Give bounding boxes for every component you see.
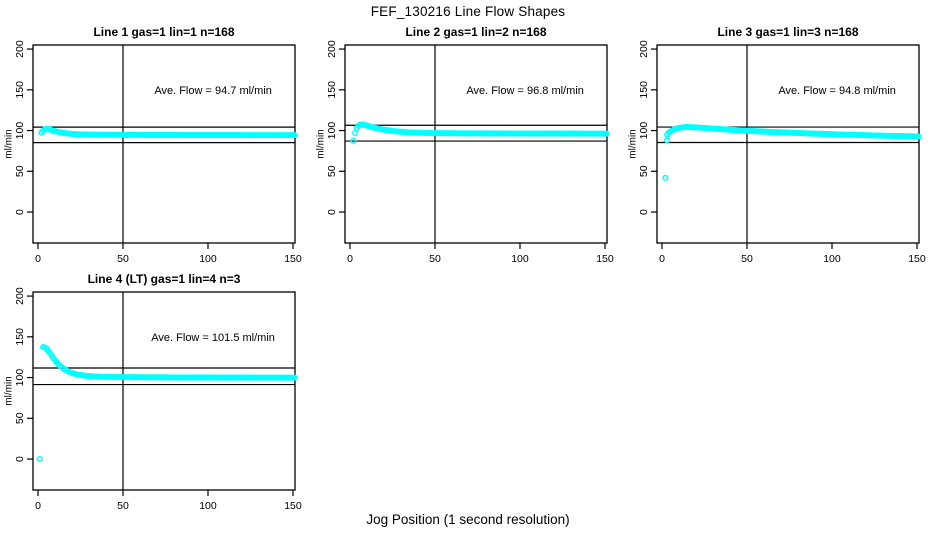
plot-box	[344, 44, 608, 244]
y-axis-title: ml/min	[4, 129, 15, 158]
x-tick-label: 100	[199, 253, 217, 265]
x-tick-label: 50	[117, 253, 129, 265]
flow-outlier-point	[350, 137, 357, 144]
x-tick-label: 50	[741, 253, 753, 265]
avg-flow-annotation: Ave. Flow = 96.8 ml/min	[466, 85, 583, 97]
figure-title: FEF_130216 Line Flow Shapes	[370, 4, 566, 19]
subplot-line-2: Line 2 gas=1 lin=2 n=168 0 50 100 150 0 50 100 1…	[312, 20, 624, 270]
subplot-canvas: Line 3 gas=1 lin=3 n=168 0 50 100 150 0 50 100 1…	[628, 25, 926, 265]
flow-outlier-point	[664, 137, 671, 144]
data-points	[36, 343, 298, 463]
subplot-line-4: Line 4 (LT) gas=1 lin=4 n=3 0 50 100 150 0 50 1…	[0, 267, 312, 517]
x-tick-label: 100	[823, 253, 841, 265]
y-tick-label: 50	[14, 412, 26, 424]
flow-point	[352, 129, 359, 137]
x-axis: 0 50 100 150	[35, 490, 302, 512]
y-tick-label: 100	[326, 122, 338, 140]
y-tick-label: 50	[326, 165, 338, 177]
x-tick-label: 0	[35, 500, 41, 512]
subplot-line-3: Line 3 gas=1 lin=3 n=168 0 50 100 150 0 50 100 1…	[624, 20, 936, 270]
y-tick-label: 0	[326, 209, 338, 215]
y-axis-title: ml/min	[316, 129, 327, 158]
x-tick-label: 150	[284, 500, 302, 512]
y-tick-label: 100	[638, 122, 650, 140]
y-tick-label: 200	[326, 40, 338, 58]
x-axis: 0 50 100 150	[35, 243, 302, 265]
y-axis-title: ml/min	[4, 376, 15, 405]
y-tick-label: 200	[14, 40, 26, 58]
y-tick-label: 150	[14, 328, 26, 346]
y-tick-label: 100	[14, 369, 26, 387]
x-tick-label: 150	[596, 253, 614, 265]
x-axis: 0 50 100 150	[347, 243, 614, 265]
avg-flow-annotation: Ave. Flow = 94.7 ml/min	[154, 85, 271, 97]
x-tick-label: 50	[429, 253, 441, 265]
x-tick-label: 0	[659, 253, 665, 265]
data-points	[662, 124, 922, 181]
subplot-canvas: Line 4 (LT) gas=1 lin=4 n=3 0 50 100 150 0 50 1…	[4, 272, 302, 512]
y-tick-label: 150	[638, 81, 650, 99]
x-tick-label: 50	[117, 500, 129, 512]
y-axis: 0 50 100 150 200	[326, 40, 345, 215]
avg-flow-annotation: Ave. Flow = 94.8 ml/min	[778, 85, 895, 97]
y-tick-label: 50	[14, 165, 26, 177]
subplot-title: Line 2 gas=1 lin=2 n=168	[405, 25, 546, 39]
y-tick-label: 150	[14, 81, 26, 99]
subplot-line-1: Line 1 gas=1 lin=1 n=168 0 50 100 150 0 50 100 1…	[0, 20, 312, 270]
flow-point	[603, 130, 610, 137]
x-tick-label: 0	[35, 253, 41, 265]
avg-flow-annotation: Ave. Flow = 101.5 ml/min	[151, 332, 275, 344]
subplot-title: Line 3 gas=1 lin=3 n=168	[717, 25, 858, 39]
subplot-canvas: Line 2 gas=1 lin=2 n=168 0 50 100 150 0 50 100 1…	[316, 25, 614, 265]
plot-box	[32, 44, 296, 244]
x-axis-label: Jog Position (1 second resolution)	[366, 512, 570, 527]
x-axis: 0 50 100 150	[659, 243, 926, 265]
flow-point	[291, 374, 298, 381]
plot-box	[656, 44, 920, 244]
y-tick-label: 200	[14, 287, 26, 305]
subplot-canvas: Line 1 gas=1 lin=1 n=168 0 50 100 150 0 50 100 1…	[4, 25, 302, 265]
x-tick-label: 150	[908, 253, 926, 265]
y-tick-label: 150	[326, 81, 338, 99]
y-axis: 0 50 100 150 200	[638, 40, 657, 215]
y-tick-label: 50	[638, 165, 650, 177]
x-tick-label: 0	[347, 253, 353, 265]
y-tick-label: 0	[14, 456, 26, 462]
data-points	[350, 121, 610, 144]
flow-point	[915, 133, 922, 140]
y-tick-label: 100	[14, 122, 26, 140]
subplot-title: Line 1 gas=1 lin=1 n=168	[93, 25, 234, 39]
x-tick-label: 150	[284, 253, 302, 265]
y-axis: 0 50 100 150 200	[14, 40, 33, 215]
flow-outlier-point	[36, 455, 43, 463]
data-points	[38, 125, 298, 139]
plot-box	[32, 291, 296, 491]
y-tick-label: 0	[14, 209, 26, 215]
flow-outlier-point	[662, 174, 669, 181]
flow-point	[291, 132, 298, 139]
y-axis: 0 50 100 150 200	[14, 287, 33, 462]
subplot-title: Line 4 (LT) gas=1 lin=4 n=3	[88, 272, 241, 286]
y-tick-label: 0	[638, 209, 650, 215]
y-axis-title: ml/min	[628, 129, 639, 158]
x-tick-label: 100	[511, 253, 529, 265]
x-tick-label: 100	[199, 500, 217, 512]
y-tick-label: 200	[638, 40, 650, 58]
